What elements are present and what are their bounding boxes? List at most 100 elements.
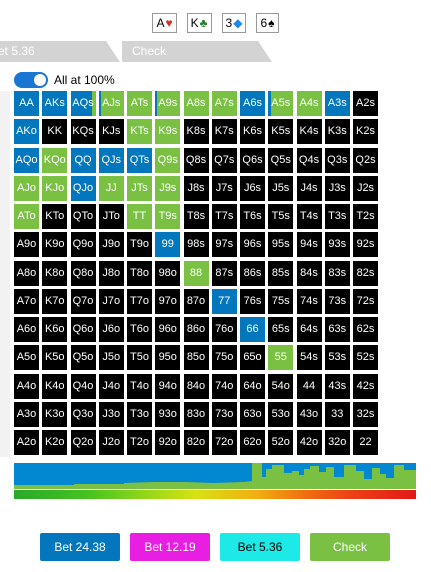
hand-cell[interactable]: K4o: [42, 373, 68, 399]
hand-cell[interactable]: 42s: [353, 373, 378, 399]
hand-cell[interactable]: KTs: [127, 119, 152, 145]
hand-cell[interactable]: K9s: [155, 119, 181, 145]
hand-cell[interactable]: K6o: [42, 317, 68, 342]
hand-cell[interactable]: J7o: [98, 288, 124, 314]
hand-cell[interactable]: 32s: [353, 401, 378, 427]
hand-cell[interactable]: Q2o: [70, 430, 96, 455]
hand-cell[interactable]: A4o: [14, 373, 39, 399]
hand-cell[interactable]: 83o: [183, 401, 209, 427]
hand-cell[interactable]: T4s: [296, 204, 322, 229]
hand-cell[interactable]: J8s: [183, 175, 209, 201]
hand-cell[interactable]: QJs: [98, 147, 124, 173]
hand-cell[interactable]: AJo: [14, 175, 39, 201]
hand-cell[interactable]: T2s: [353, 204, 378, 229]
tab-bet-5-36[interactable]: et 5.36: [0, 41, 120, 62]
hand-cell[interactable]: 88: [183, 260, 209, 286]
hand-cell[interactable]: K3s: [324, 119, 350, 145]
hand-cell[interactable]: T3s: [324, 204, 350, 229]
hand-cell[interactable]: K2o: [42, 430, 68, 455]
hand-cell[interactable]: J4s: [296, 175, 322, 201]
hand-cell[interactable]: A8o: [14, 260, 39, 286]
hand-cell[interactable]: 66: [240, 317, 265, 342]
hand-cell[interactable]: 62s: [353, 317, 378, 342]
hand-cell[interactable]: 97s: [211, 232, 237, 258]
hand-cell[interactable]: 82s: [353, 260, 378, 286]
hand-cell[interactable]: J6s: [240, 175, 265, 201]
hand-cell[interactable]: T7o: [127, 288, 152, 314]
hand-cell[interactable]: QQ: [70, 147, 96, 173]
hand-cell[interactable]: T4o: [127, 373, 152, 399]
hand-cell[interactable]: 64o: [240, 373, 265, 399]
hand-cell[interactable]: 92s: [353, 232, 378, 258]
hand-cell[interactable]: A2s: [353, 91, 378, 116]
hand-cell[interactable]: 43o: [296, 401, 322, 427]
hand-cell[interactable]: 85o: [183, 345, 209, 371]
hand-cell[interactable]: A4s: [296, 91, 322, 116]
check-button[interactable]: Check: [310, 533, 390, 561]
hand-cell[interactable]: 94s: [296, 232, 322, 258]
hand-cell[interactable]: T6o: [127, 317, 152, 342]
hand-cell[interactable]: 92o: [155, 430, 181, 455]
hand-cell[interactable]: K3o: [42, 401, 68, 427]
hand-cell[interactable]: T9o: [127, 232, 152, 258]
hand-cell[interactable]: AJs: [98, 91, 124, 116]
hand-cell[interactable]: A6o: [14, 317, 39, 342]
hand-cell[interactable]: A8s: [183, 91, 209, 116]
hand-cell[interactable]: 95o: [155, 345, 181, 371]
hand-cell[interactable]: KK: [42, 119, 68, 145]
hand-cell[interactable]: 75s: [268, 288, 294, 314]
hand-cell[interactable]: 42o: [296, 430, 322, 455]
hand-cell[interactable]: QJo: [70, 175, 96, 201]
hand-cell[interactable]: J2o: [98, 430, 124, 455]
hand-cell[interactable]: Q7s: [211, 147, 237, 173]
hand-cell[interactable]: J5s: [268, 175, 294, 201]
hand-cell[interactable]: T8o: [127, 260, 152, 286]
hand-cell[interactable]: T5o: [127, 345, 152, 371]
hand-cell[interactable]: 93o: [155, 401, 181, 427]
hand-cell[interactable]: 44: [296, 373, 322, 399]
hand-cell[interactable]: 74s: [296, 288, 322, 314]
hand-cell[interactable]: 87o: [183, 288, 209, 314]
hand-cell[interactable]: 62o: [240, 430, 265, 455]
hand-cell[interactable]: A7s: [211, 91, 237, 116]
hand-cell[interactable]: K8s: [183, 119, 209, 145]
hand-cell[interactable]: 98s: [183, 232, 209, 258]
hand-cell[interactable]: Q5o: [70, 345, 96, 371]
hand-cell[interactable]: T8s: [183, 204, 209, 229]
hand-cell[interactable]: 53o: [268, 401, 294, 427]
bet-12-19-button[interactable]: Bet 12.19: [130, 533, 210, 561]
hand-cell[interactable]: 85s: [268, 260, 294, 286]
hand-cell[interactable]: 76o: [211, 317, 237, 342]
hand-cell[interactable]: 96o: [155, 317, 181, 342]
hand-cell[interactable]: Q8o: [70, 260, 96, 286]
hand-cell[interactable]: Q9o: [70, 232, 96, 258]
hand-cell[interactable]: 84s: [296, 260, 322, 286]
hand-cell[interactable]: TT: [127, 204, 152, 229]
hand-cell[interactable]: Q9s: [155, 147, 181, 173]
hand-cell[interactable]: Q8s: [183, 147, 209, 173]
hand-cell[interactable]: K7o: [42, 288, 68, 314]
hand-cell[interactable]: 63s: [324, 317, 350, 342]
hand-cell[interactable]: 52o: [268, 430, 294, 455]
hand-cell[interactable]: QTo: [70, 204, 96, 229]
hand-cell[interactable]: A3s: [324, 91, 350, 116]
hand-cell[interactable]: Q6s: [240, 147, 265, 173]
hand-cell[interactable]: 53s: [324, 345, 350, 371]
hand-cell[interactable]: 83s: [324, 260, 350, 286]
hand-cell[interactable]: Q2s: [353, 147, 378, 173]
hand-cell[interactable]: J9s: [155, 175, 181, 201]
hand-cell[interactable]: KQo: [42, 147, 68, 173]
hand-cell[interactable]: Q4s: [296, 147, 322, 173]
hand-cell[interactable]: T2o: [127, 430, 152, 455]
hand-cell[interactable]: 65o: [240, 345, 265, 371]
hand-cell[interactable]: 86s: [240, 260, 265, 286]
hand-cell[interactable]: 63o: [240, 401, 265, 427]
hand-cell[interactable]: 77: [211, 288, 237, 314]
hand-cell[interactable]: JTo: [98, 204, 124, 229]
hand-cell[interactable]: 86o: [183, 317, 209, 342]
hand-cell[interactable]: 32o: [324, 430, 350, 455]
hand-cell[interactable]: K5o: [42, 345, 68, 371]
hand-cell[interactable]: 99: [155, 232, 181, 258]
hand-cell[interactable]: Q3s: [324, 147, 350, 173]
hand-cell[interactable]: 54o: [268, 373, 294, 399]
